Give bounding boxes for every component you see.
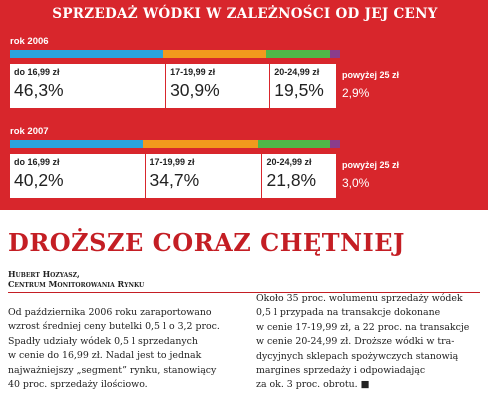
author-affiliation: Centrum Monitorowania Rynku [8,279,145,289]
article-line: w cenie 17-19,99 zł, a 22 proc. na trans… [256,321,470,333]
value-cell: 20-24,99 zł 21,8% [263,154,336,198]
data-label: 21,8% [266,170,317,190]
bar-segment [143,140,259,148]
article-column-2: Około 35 proc. wolumenu sprzedaży wódek … [256,292,482,393]
category-label: 17-19,99 zł [170,67,216,77]
category-label: do 16,99 zł [14,157,60,167]
data-label: 2,9% [342,86,370,100]
bar-segment [265,50,331,58]
data-label: 3,0% [342,176,370,190]
article-line: Od października 2006 roku zaraportowano [8,307,212,318]
value-cell: do 16,99 zł 46,3% [10,64,167,108]
article-byline: Hubert Hozyasz, Centrum Monitorowania Ry… [8,269,144,289]
article-line: dycyjnych sklepach spożywczych stanowią [256,350,459,362]
category-label: 20-24,99 zł [266,157,312,167]
bar-segment [330,140,341,148]
bar-segment [330,50,341,58]
data-label: 46,3% [14,80,64,100]
divider [8,292,480,293]
category-label: do 16,99 zł [14,67,60,77]
value-cell: do 16,99 zł 40,2% [10,154,146,198]
infographic-title: SPRZEDAŻ WÓDKI W ZALEŻNOŚCI OD JEJ CENY [52,6,438,22]
value-cell: 17-19,99 zł 30,9% [166,64,271,108]
article-line: Spadły udziały wódek 0,5 l sprzedanych [8,335,198,347]
category-label: powyżej 25 zł [342,160,400,170]
year-label-rok-2006: rok 2006 [10,36,49,47]
article-line: najważniejszy „segment” rynku, stanowiąc… [8,364,217,376]
category-label: powyżej 25 zł [342,70,400,80]
year-label-rok-2007: rok 2007 [10,126,49,137]
value-box-rok-2006: do 16,99 zł 46,3% 17-19,99 zł 30,9% 20-24,99… [10,64,336,108]
article-headline: DROŻSZE CORAZ CHĘTNIEJ [8,228,405,257]
category-label: 17-19,99 zł [149,157,195,167]
article-line: wzrost średniej ceny butelki 0,5 l o 3,2… [8,321,220,333]
article-line: za ok. 3 proc. obrotu. ■ [256,379,370,391]
data-label: 30,9% [170,80,220,100]
value-box-rok-2007: do 16,99 zł 40,2% 17-19,99 zł 34,7% 20-24,99… [10,154,336,198]
category-label: 20-24,99 zł [274,67,320,77]
data-label: 40,2% [14,170,64,190]
article-line: 40 proc. sprzedaży ilościowo. [8,379,148,391]
value-cell: 17-19,99 zł 34,7% [146,154,263,198]
stacked-bar-rok-2007 [10,140,352,148]
bar-segment [163,50,267,58]
article-line: w cenie 20-24,99 zł. Droższe wódki w tra… [256,336,455,348]
article-line: w cenie do 16,99 zł. Nadal jest to jedna… [8,350,202,362]
data-label: 34,7% [149,170,200,190]
bar-segment [10,140,144,148]
article-line: margines sprzedaży i odpowiadając [256,365,426,377]
article-line: 0,5 l przypada na transakcje dokonane [256,307,441,319]
bar-segment [10,50,164,58]
value-cell: 20-24,99 zł 19,5% [270,64,336,108]
author-name: Hubert Hozyasz, [8,269,80,279]
article-column-1: Od października 2006 roku zaraportowano … [8,306,234,392]
infographic: SPRZEDAŻ WÓDKI W ZALEŻNOŚCI OD JEJ CENY … [0,0,488,210]
bar-segment [257,140,331,148]
article-line: Około 35 proc. wolumenu sprzedaży wódek [256,293,463,304]
data-label: 19,5% [274,80,324,100]
stacked-bar-rok-2006 [10,50,352,58]
